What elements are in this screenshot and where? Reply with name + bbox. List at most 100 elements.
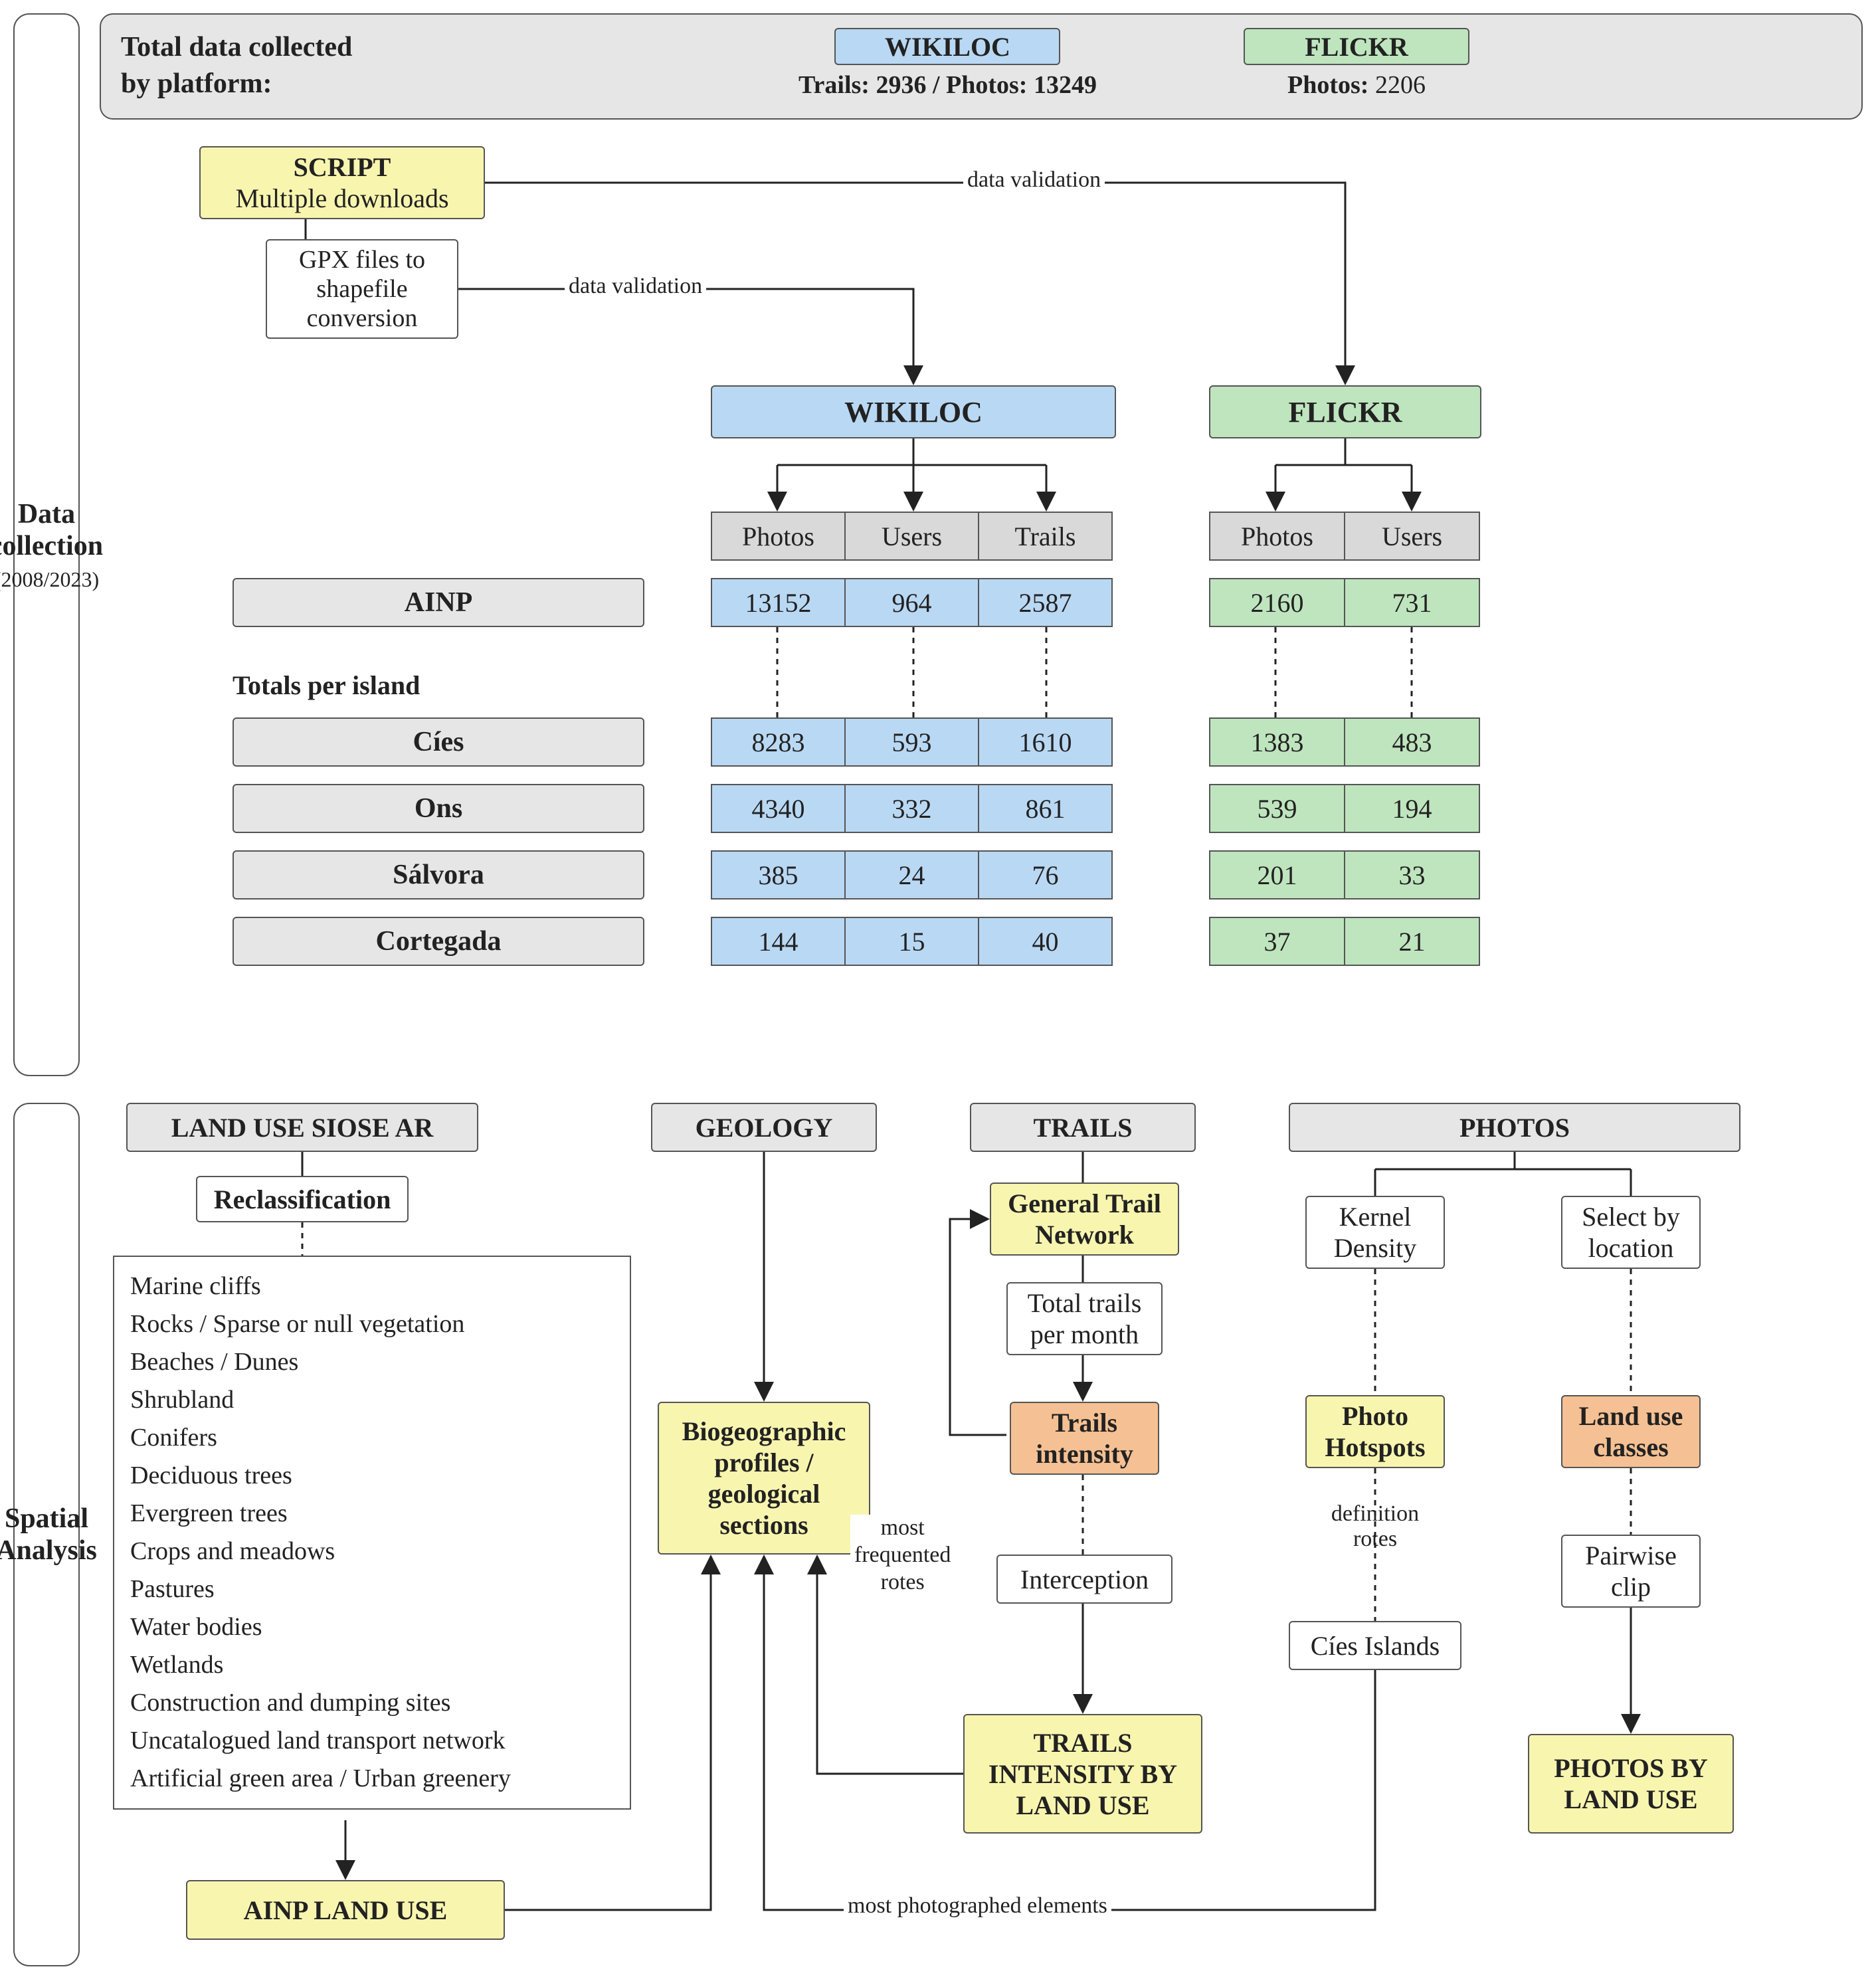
landuse-item: Marine cliffs: [130, 1268, 614, 1305]
line: LAND USE: [1564, 1784, 1697, 1815]
salvora-flickr-row: 201 33: [1209, 850, 1480, 899]
land-use-classes: Land use classes: [1561, 1395, 1701, 1468]
col-header: Users: [844, 512, 979, 561]
geology-title: GEOLOGY: [651, 1103, 877, 1152]
data-cell: 2160: [1209, 578, 1345, 627]
line: Land use: [1579, 1400, 1683, 1432]
cies-islands: Cíes Islands: [1289, 1621, 1461, 1670]
landuse-item: Pastures: [130, 1570, 614, 1608]
kernel-box: Kernel Density: [1305, 1196, 1445, 1269]
gpx-line: GPX files to: [299, 245, 425, 274]
landuse-item: Water bodies: [130, 1608, 614, 1646]
line: classes: [1593, 1432, 1668, 1463]
ainp-land-use: AINP LAND USE: [186, 1880, 505, 1940]
flickr-header-row: Photos Users: [1209, 512, 1480, 561]
line: rotes: [854, 1569, 951, 1596]
data-cell: 201: [1209, 850, 1345, 899]
ainp-flickr-row: 2160 731: [1209, 578, 1480, 627]
wikiloc-header-row: Photos Users Trails: [711, 512, 1113, 561]
data-cell: 964: [844, 578, 979, 627]
line: location: [1588, 1232, 1674, 1264]
line: General Trail: [1008, 1188, 1161, 1219]
biogeo-line: Biogeographic: [682, 1416, 846, 1447]
photo-hotspots: Photo Hotspots: [1305, 1395, 1445, 1468]
script-box: SCRIPT Multiple downloads: [199, 146, 485, 219]
select-box: Select by location: [1561, 1196, 1701, 1269]
landuse-title: LAND USE SIOSE AR: [126, 1103, 478, 1152]
island-label: Cortegada: [233, 917, 644, 966]
landuse-item: Shrubland: [130, 1381, 614, 1419]
gen-trail-net: General Trail Network: [990, 1182, 1179, 1256]
col-header: Photos: [1209, 512, 1345, 561]
line: definition: [1315, 1501, 1435, 1527]
ainp-wikiloc-row: 13152 964 2587: [711, 578, 1113, 627]
line: Hotspots: [1325, 1432, 1425, 1463]
edge-label: most frequented rotes: [850, 1515, 955, 1596]
island-label: Sálvora: [233, 850, 644, 899]
line: Pairwise: [1585, 1540, 1677, 1571]
cies-wikiloc-row: 8283 593 1610: [711, 717, 1113, 767]
line: rotes: [1315, 1527, 1435, 1552]
script-title: SCRIPT: [294, 151, 391, 183]
line: Total trails: [1028, 1287, 1142, 1319]
line: Trails: [1052, 1407, 1117, 1438]
cortegada-wikiloc-row: 144 15 40: [711, 917, 1113, 966]
landuse-item: Crops and meadows: [130, 1533, 614, 1570]
data-cell: 2587: [978, 578, 1113, 627]
pairwise-box: Pairwise clip: [1561, 1535, 1701, 1608]
data-cell: 4340: [711, 784, 846, 833]
data-cell: 483: [1344, 717, 1480, 767]
flickr-block: FLICKR: [1209, 385, 1481, 438]
trails-by-landuse: TRAILS INTENSITY BY LAND USE: [963, 1714, 1202, 1834]
line: Network: [1035, 1219, 1134, 1250]
wikiloc-stats: Trails: 2936 / Photos: 13249: [798, 70, 1097, 100]
cies-flickr-row: 1383 483: [1209, 717, 1480, 767]
header-panel: Total data collected by platform: WIKILO…: [100, 13, 1863, 120]
photos-title: PHOTOS: [1289, 1103, 1740, 1152]
totals-label: Totals per island: [233, 670, 420, 701]
line: Select by: [1582, 1201, 1680, 1232]
section-label-data-collection: Data collection (2008/2023): [13, 13, 80, 1076]
edge-label: most photographed elements: [844, 1893, 1111, 1919]
line: intensity: [1036, 1438, 1133, 1469]
landuse-item: Beaches / Dunes: [130, 1343, 614, 1381]
label: Data: [0, 498, 103, 530]
landuse-item: Conifers: [130, 1419, 614, 1457]
island-label: Ons: [233, 784, 644, 833]
edge-label: data validation: [565, 274, 706, 299]
photos-by-landuse: PHOTOS BY LAND USE: [1528, 1734, 1734, 1834]
wikiloc-badge: WIKILOC: [834, 28, 1060, 65]
label: (2008/2023): [0, 567, 103, 592]
data-cell: 332: [844, 784, 979, 833]
total-trails-box: Total trails per month: [1006, 1282, 1163, 1355]
landuse-item: Wetlands: [130, 1646, 614, 1684]
line: Kernel: [1339, 1201, 1412, 1232]
col-header: Trails: [978, 512, 1113, 561]
data-cell: 144: [711, 917, 846, 966]
data-cell: 593: [844, 717, 979, 767]
data-cell: 21: [1344, 917, 1480, 966]
flickr-badge: FLICKR: [1244, 28, 1469, 65]
data-cell: 37: [1209, 917, 1345, 966]
landuse-item: Rocks / Sparse or null vegetation: [130, 1305, 614, 1343]
line: LAND USE: [1016, 1790, 1149, 1821]
landuse-item: Evergreen trees: [130, 1495, 614, 1533]
landuse-item: Uncatalogued land transport network: [130, 1722, 614, 1760]
script-sub: Multiple downloads: [235, 183, 448, 214]
line: frequented: [854, 1542, 951, 1569]
trails-intensity-box: Trails intensity: [1010, 1402, 1159, 1475]
biogeo-box: Biogeographic profiles / geological sect…: [658, 1402, 870, 1555]
data-cell: 539: [1209, 784, 1345, 833]
data-cell: 15: [844, 917, 979, 966]
salvora-wikiloc-row: 385 24 76: [711, 850, 1113, 899]
label: Spatial: [0, 1503, 97, 1535]
section-label-spatial: Spatial Analysis: [13, 1103, 80, 1966]
landuse-item: Artificial green area / Urban greenery: [130, 1760, 614, 1798]
cortegada-flickr-row: 37 21: [1209, 917, 1480, 966]
data-cell: 1383: [1209, 717, 1345, 767]
island-label: Cíes: [233, 717, 644, 767]
data-cell: 385: [711, 850, 846, 899]
biogeo-line: sections: [719, 1509, 808, 1541]
line: clip: [1611, 1571, 1651, 1602]
data-cell: 33: [1344, 850, 1480, 899]
